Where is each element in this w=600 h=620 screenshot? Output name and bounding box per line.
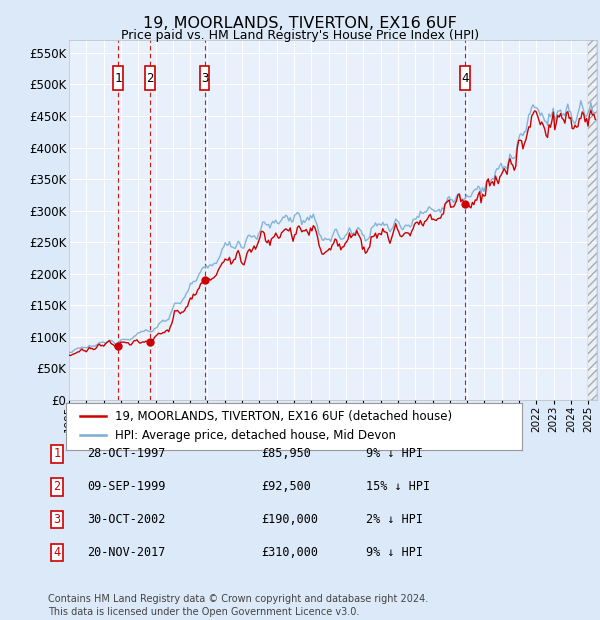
Text: 9% ↓ HPI: 9% ↓ HPI bbox=[366, 448, 423, 460]
Text: 2: 2 bbox=[53, 480, 61, 493]
Text: Price paid vs. HM Land Registry's House Price Index (HPI): Price paid vs. HM Land Registry's House … bbox=[121, 29, 479, 42]
Text: 15% ↓ HPI: 15% ↓ HPI bbox=[366, 480, 430, 493]
Text: 1: 1 bbox=[53, 448, 61, 460]
Text: 30-OCT-2002: 30-OCT-2002 bbox=[87, 513, 166, 526]
Text: £310,000: £310,000 bbox=[261, 546, 318, 559]
FancyBboxPatch shape bbox=[460, 66, 470, 90]
Text: £190,000: £190,000 bbox=[261, 513, 318, 526]
Text: 9% ↓ HPI: 9% ↓ HPI bbox=[366, 546, 423, 559]
Text: 09-SEP-1999: 09-SEP-1999 bbox=[87, 480, 166, 493]
Text: 3: 3 bbox=[201, 72, 208, 85]
FancyBboxPatch shape bbox=[200, 66, 209, 90]
Text: £85,950: £85,950 bbox=[261, 448, 311, 460]
Text: 2% ↓ HPI: 2% ↓ HPI bbox=[366, 513, 423, 526]
Legend: 19, MOORLANDS, TIVERTON, EX16 6UF (detached house), HPI: Average price, detached: 19, MOORLANDS, TIVERTON, EX16 6UF (detac… bbox=[76, 407, 456, 446]
Text: 4: 4 bbox=[53, 546, 61, 559]
Text: 20-NOV-2017: 20-NOV-2017 bbox=[87, 546, 166, 559]
Text: £92,500: £92,500 bbox=[261, 480, 311, 493]
Text: 2: 2 bbox=[146, 72, 154, 85]
Text: 19, MOORLANDS, TIVERTON, EX16 6UF: 19, MOORLANDS, TIVERTON, EX16 6UF bbox=[143, 16, 457, 30]
Text: 28-OCT-1997: 28-OCT-1997 bbox=[87, 448, 166, 460]
Text: 3: 3 bbox=[53, 513, 61, 526]
Text: Contains HM Land Registry data © Crown copyright and database right 2024.
This d: Contains HM Land Registry data © Crown c… bbox=[48, 594, 428, 617]
Text: 1: 1 bbox=[114, 72, 122, 85]
Text: 4: 4 bbox=[461, 72, 469, 85]
FancyBboxPatch shape bbox=[145, 66, 155, 90]
FancyBboxPatch shape bbox=[113, 66, 123, 90]
